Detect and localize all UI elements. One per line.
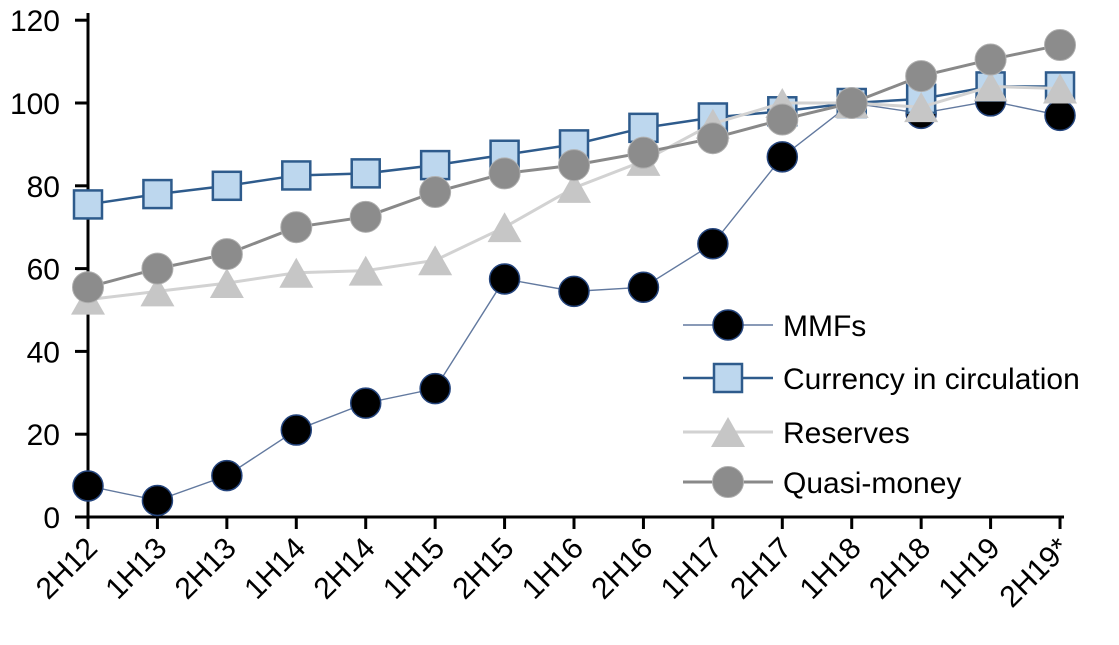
reserves-legend-marker-icon (711, 417, 745, 447)
mmfs-marker (697, 228, 729, 260)
quasi-money-marker (696, 122, 729, 155)
x-tick-label: 1H19 (932, 532, 1006, 606)
reserves-marker (418, 245, 453, 276)
quasi-money-marker (558, 149, 591, 182)
quasi-money-marker (210, 238, 243, 271)
legend-item-currency-in-circulation: Currency in circulation (683, 362, 1080, 396)
quasi-money-marker (141, 252, 174, 285)
mmfs-marker (627, 271, 660, 303)
legend-label: Quasi-money (783, 467, 961, 500)
currency-in-circulation-marker (211, 170, 243, 202)
x-tick-label: 1H14 (238, 532, 312, 606)
currency-in-circulation-marker (419, 149, 451, 181)
y-tick-label: 0 (43, 502, 60, 535)
quasi-money-marker (280, 211, 313, 244)
mmfs-marker (349, 387, 382, 419)
currency-in-circulation-marker (281, 160, 312, 191)
quasi-money-marker (72, 271, 104, 304)
reserves-marker (279, 257, 314, 288)
quasi-money-marker (488, 157, 521, 190)
reserves-marker (1043, 73, 1078, 104)
y-tick-label: 120 (10, 5, 60, 38)
x-tick-label: 2H18 (863, 532, 937, 606)
legend-item-mmfs: MMFs (683, 309, 866, 343)
quasi-money-marker (349, 200, 382, 233)
legend-label: Currency in circulation (783, 363, 1080, 396)
series-quasi-money (72, 29, 1077, 304)
currency-in-circulation-marker (142, 178, 173, 210)
quasi-money-marker (905, 60, 938, 93)
reserves-marker (487, 212, 522, 243)
legend-label: Reserves (783, 417, 910, 450)
y-tick-label: 80 (27, 171, 60, 204)
reserves-marker (140, 276, 175, 307)
reserves-marker (209, 268, 244, 299)
x-tick-label: 1H18 (794, 532, 868, 606)
legend-item-reserves: Reserves (683, 417, 910, 450)
quasi-money-marker (974, 43, 1007, 76)
quasi-money-marker (419, 176, 452, 209)
mmfs-legend-marker-icon (712, 309, 744, 341)
quasi-money-marker (627, 136, 660, 169)
quasi-money-marker (1044, 29, 1077, 62)
quasi-money-legend-marker-icon (712, 466, 744, 498)
legend-item-quasi-money: Quasi-money (683, 466, 961, 500)
x-tick-label: 2H16 (585, 532, 659, 606)
currency-in-circulation-legend-marker-icon (712, 362, 744, 394)
x-tick-label: 2H12 (30, 532, 104, 606)
y-tick-label: 100 (10, 88, 60, 121)
x-tick-label: 1H13 (99, 532, 173, 606)
x-tick-label: 1H16 (516, 532, 590, 606)
mmfs-marker (211, 459, 243, 492)
legend: MMFs Currency in circulation Reserves Quasi… (683, 309, 1080, 500)
currency-in-circulation-marker (72, 189, 104, 220)
x-tick-label: 1H17 (655, 532, 729, 606)
mmfs-marker (766, 141, 799, 173)
mmfs-marker (488, 263, 521, 295)
x-tick-label: 2H14 (308, 532, 382, 606)
mmfs-marker (1044, 99, 1076, 132)
mmfs-marker (419, 372, 451, 405)
legend-label: MMFs (783, 310, 866, 343)
x-tick-label: 2H19* (994, 531, 1077, 614)
y-tick-label: 60 (27, 254, 60, 287)
reserves-marker (973, 71, 1008, 102)
quasi-money-marker (766, 103, 799, 136)
mmfs-marker (141, 484, 174, 517)
currency-in-circulation-marker (350, 158, 381, 189)
reserves-marker (557, 172, 592, 203)
x-tick-label: 2H17 (724, 532, 798, 606)
x-tick-label: 2H15 (446, 532, 520, 606)
mmfs-marker (280, 414, 313, 446)
reserves-marker (348, 255, 383, 286)
y-tick-label: 40 (27, 336, 60, 369)
mmfs-marker (72, 470, 104, 502)
reserves-marker (904, 92, 939, 123)
quasi-money-marker (835, 87, 868, 119)
x-tick-label: 2H13 (169, 532, 243, 606)
x-tick-label: 1H15 (377, 532, 451, 606)
mmfs-marker (558, 275, 590, 308)
y-tick-label: 20 (27, 419, 60, 452)
